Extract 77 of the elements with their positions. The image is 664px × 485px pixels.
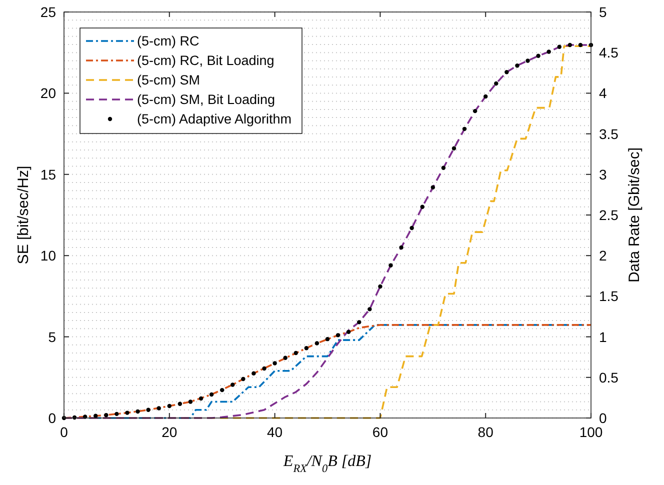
point	[452, 146, 456, 151]
point	[230, 382, 235, 387]
y2-tick-label: 1	[599, 328, 607, 345]
y2-axis-title: Data Rate [Gbit/sec]	[626, 147, 643, 283]
y2-tick-label: 0.5	[599, 369, 619, 386]
point	[198, 396, 204, 401]
point	[252, 371, 256, 376]
y2-tick-label: 4.5	[599, 44, 619, 61]
y-tick-label: 5	[48, 328, 56, 345]
point	[178, 402, 182, 406]
y-tick-label: 25	[40, 4, 56, 20]
x-tick-label: 60	[372, 424, 388, 440]
legend-label: (5-cm) Adaptive Algorithm	[137, 112, 292, 126]
x-tick-label: 20	[162, 424, 178, 440]
point	[314, 341, 320, 346]
x-tick-label: 80	[478, 424, 494, 440]
point	[483, 94, 488, 99]
point	[462, 126, 467, 132]
y2-tick-label: 0	[599, 410, 607, 426]
point	[578, 42, 583, 48]
point	[357, 320, 362, 324]
y2-tick-label: 2	[599, 248, 607, 264]
x-axis-title: E$_{RX}$/N$_{0}$B [dB]	[282, 453, 372, 475]
point	[472, 108, 478, 114]
point	[325, 336, 330, 342]
point	[515, 63, 520, 68]
x-tick-label: 40	[267, 424, 283, 440]
y-tick-label: 20	[40, 85, 56, 102]
point	[441, 166, 446, 170]
point	[156, 406, 161, 410]
point	[262, 366, 266, 371]
y-tick-label: 0	[48, 410, 56, 426]
point	[494, 81, 498, 86]
point	[399, 245, 404, 250]
point	[546, 50, 551, 54]
y2-tick-label: 2.5	[599, 207, 619, 223]
point	[136, 409, 140, 414]
point	[125, 410, 130, 415]
point	[336, 333, 340, 338]
point	[526, 58, 530, 63]
point	[241, 376, 246, 382]
point	[568, 42, 572, 48]
point	[283, 356, 288, 360]
point	[220, 388, 224, 392]
legend-label: (5-cm) RC, Bit Loading	[137, 53, 274, 68]
y2-tick-label: 5	[599, 4, 607, 20]
point	[557, 44, 562, 50]
y2-tick-label: 3	[599, 166, 607, 182]
point	[430, 185, 436, 190]
point	[294, 350, 298, 356]
y-tick-label: 15	[40, 166, 56, 182]
point	[167, 404, 172, 408]
point	[209, 392, 214, 397]
point	[504, 70, 509, 74]
point	[420, 204, 424, 209]
point	[368, 307, 372, 312]
point	[188, 400, 193, 404]
point	[104, 412, 108, 418]
legend-label: (5-cm) SM	[137, 72, 200, 88]
point	[388, 263, 393, 268]
point	[536, 54, 540, 58]
point	[114, 412, 119, 416]
point	[146, 408, 150, 412]
x-tick-label: 100	[579, 424, 603, 440]
y2-tick-label: 4	[599, 85, 607, 102]
point	[378, 284, 382, 289]
legend-label: (5-cm) SM, Bit Loading	[137, 92, 276, 107]
legend-label: (5-cm) RC	[137, 34, 200, 48]
point	[272, 361, 277, 366]
y-axis-title: SE [bit/sec/Hz]	[15, 166, 32, 264]
y2-tick-label: 1.5	[599, 288, 619, 304]
point	[346, 330, 351, 334]
y-tick-label: 10	[40, 248, 56, 264]
y2-tick-label: 3.5	[599, 126, 619, 142]
x-tick-label: 0	[60, 424, 68, 440]
point	[410, 226, 414, 230]
point	[304, 346, 309, 350]
